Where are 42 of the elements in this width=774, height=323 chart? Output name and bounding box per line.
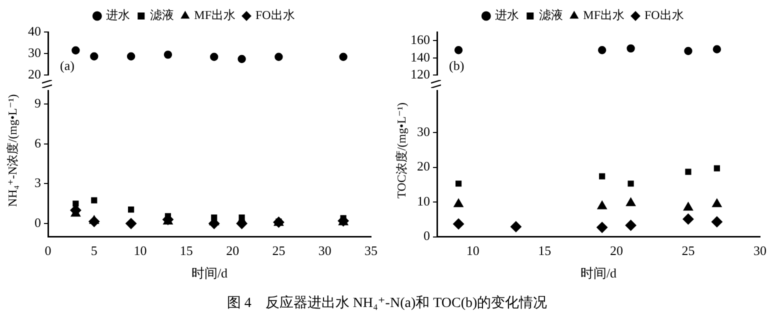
x-tick-label: 25 [272,243,286,258]
y-tick-label: 160 [410,32,430,48]
x-tick-label: 5 [90,243,98,258]
x-tick-label: 20 [226,243,240,258]
y-tick-label: 9 [34,95,41,110]
y-tick-label: 40 [28,23,41,38]
y-tick-label: 30 [417,124,430,139]
legend-label: 滤液 [539,8,564,22]
x-tick-label: 15 [538,243,552,258]
y-tick-label: 20 [28,66,41,82]
y-axis-title: TOC浓度/(mg•L⁻¹) [394,102,410,200]
x-tick-label: 35 [364,243,378,258]
y-tick-label: 10 [417,193,430,208]
legend-label: FO出水 [256,8,295,22]
annotation: (b) [449,58,464,74]
y-tick-label: 140 [410,49,430,64]
x-tick-label: 0 [44,243,52,258]
legend-label: MF出水 [583,8,624,22]
x-tick-label: 30 [318,243,332,258]
x-tick-label: 10 [466,243,480,258]
y-tick-label: 0 [424,228,430,244]
y-axis-title: NH₄⁺-N浓度/(mg•L⁻¹) [4,93,20,209]
x-tick-label: 25 [682,243,695,258]
x-tick-label: 15 [180,243,193,258]
y-tick-label: 0 [34,214,41,230]
legend-label: 滤液 [150,8,174,22]
x-axis-title: 时间/d [191,266,228,281]
x-axis-title: 时间/d [580,266,618,281]
x-tick-label: 30 [754,243,766,258]
legend-label: MF出水 [194,8,236,22]
y-tick-label: 20 [417,158,430,174]
caption: 图 4 反应器进出水 NH₄⁺-N(a)和 TOC(b)的变化情况 [226,294,548,312]
y-tick-label: 30 [28,45,41,60]
y-tick-label: 6 [34,135,42,150]
x-tick-label: 20 [610,243,623,258]
legend-label: FO出水 [644,8,684,22]
y-tick-label: 3 [34,175,41,190]
legend-label: 进水 [106,8,130,22]
x-tick-label: 10 [134,243,147,258]
y-tick-label: 120 [410,66,430,82]
legend-label: 进水 [495,8,520,22]
annotation: (a) [60,58,74,74]
